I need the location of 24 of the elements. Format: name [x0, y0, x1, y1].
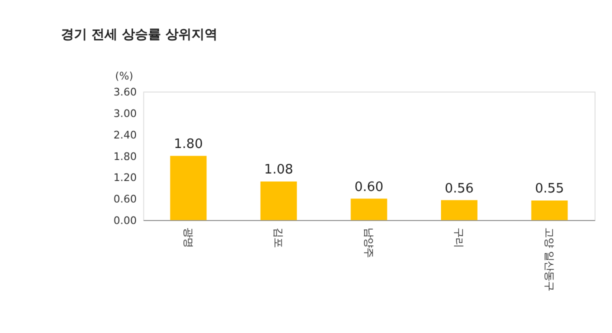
data-label: 0.56 [444, 181, 474, 196]
x-tick-label: 남양주 [362, 227, 374, 258]
bar [260, 182, 297, 220]
y-axis-title: (%) [115, 70, 134, 82]
x-tick-label: 김포 [272, 227, 284, 248]
bar [350, 198, 388, 220]
data-label: 0.60 [354, 180, 384, 195]
chart-title: 경기 전세 상승률 상위지역 [61, 28, 218, 43]
bar [170, 156, 207, 220]
x-tick-label: 구리 [452, 227, 465, 248]
x-tick-label: 광명 [182, 227, 194, 248]
y-tick-label: 0.00 [114, 215, 137, 227]
y-tick-label: 1.80 [114, 150, 137, 163]
bar [531, 200, 568, 220]
y-tick-label: 1.20 [114, 172, 137, 184]
x-tick-label: 고양 일산동구 [543, 227, 556, 291]
bar [440, 200, 478, 220]
y-tick-label: 0.60 [114, 194, 137, 206]
data-label: 1.08 [264, 162, 294, 178]
data-label: 1.80 [174, 137, 203, 152]
data-label: 0.55 [535, 182, 564, 197]
y-tick-label: 3.00 [114, 108, 137, 120]
y-tick-label: 2.40 [114, 129, 137, 142]
y-tick-label: 3.60 [114, 86, 137, 99]
